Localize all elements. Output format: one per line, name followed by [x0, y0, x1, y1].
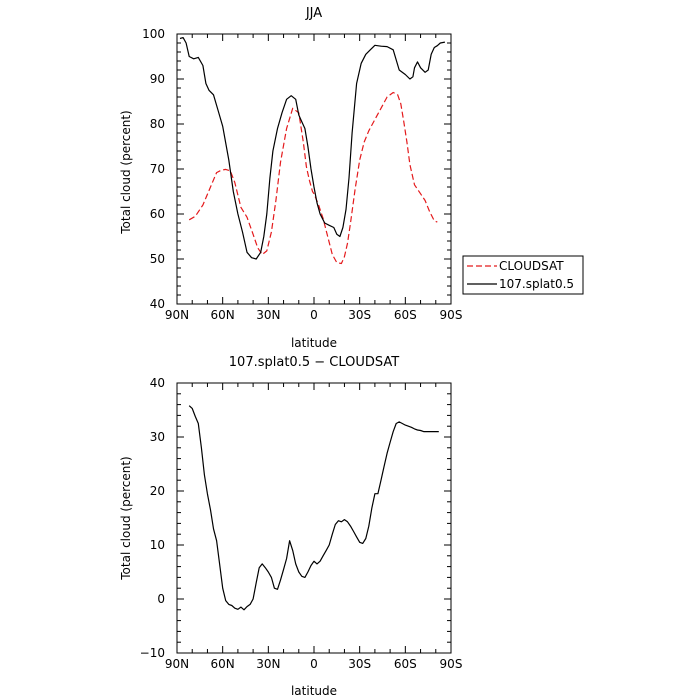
y-tick-label-bottom: 10 — [150, 538, 165, 552]
y-tick-label-top: 60 — [150, 207, 165, 221]
y-tick-label-top: 100 — [142, 27, 165, 41]
y-tick-label-top: 70 — [150, 162, 165, 176]
series-line-bottom-0 — [188, 405, 439, 611]
y-tick-label-top: 80 — [150, 117, 165, 131]
x-tick-label-top: 90S — [440, 308, 463, 322]
legend-box — [462, 255, 584, 295]
x-tick-label-top: 60N — [211, 308, 235, 322]
panel-bottom-xlabel: latitude — [291, 684, 337, 698]
x-tick-label-bottom: 90N — [165, 657, 189, 671]
y-tick-label-bottom: −10 — [140, 646, 165, 660]
x-tick-label-top: 0 — [310, 308, 318, 322]
panel-bottom-axes: 90N 60N 30N 0 30S 60S 90S −10 0 10 20 30 40 — [140, 376, 463, 671]
panel-bottom-ylabel: Total cloud (percent) — [119, 456, 133, 580]
panel-bottom-series — [188, 405, 439, 611]
series-line-top-1 — [179, 36, 446, 260]
x-tick-label-bottom: 90S — [440, 657, 463, 671]
x-tick-label-bottom: 30N — [256, 657, 280, 671]
y-tick-label-top: 90 — [150, 72, 165, 86]
panel-top-title: JJA — [305, 6, 322, 21]
x-tick-label-bottom: 30S — [348, 657, 371, 671]
panel-top-xlabel: latitude — [291, 336, 337, 350]
panel-bottom-frame — [176, 382, 452, 654]
panel-top-frame — [176, 33, 452, 305]
panel-top-axes: 90N 60N 30N 0 30S 60S 90S 40 50 60 70 80 90 100 — [142, 27, 462, 322]
y-tick-label-bottom: 20 — [150, 484, 165, 498]
x-tick-label-bottom: 60S — [394, 657, 417, 671]
legend: CLOUDSAT 107.splat0.5 — [462, 255, 584, 295]
y-tick-label-bottom: 30 — [150, 430, 165, 444]
x-tick-label-top: 60S — [394, 308, 417, 322]
y-tick-label-top: 50 — [150, 252, 165, 266]
x-tick-label-top: 30S — [348, 308, 371, 322]
panel-top: JJA 90N 60N 30N 0 30S 60S 90S 40 50 60 70 80 90 100 l… — [119, 6, 462, 350]
panel-bottom: 107.splat0.5 − CLOUDSAT 90N 60N 30N 0 30S 60S… — [119, 355, 462, 698]
y-tick-label-bottom: 40 — [150, 376, 165, 390]
series-line-top-0 — [188, 91, 438, 265]
legend-label-model: 107.splat0.5 — [499, 277, 574, 291]
x-tick-label-bottom: 0 — [310, 657, 318, 671]
panel-top-series — [179, 36, 446, 265]
y-tick-label-top: 40 — [150, 297, 165, 311]
panel-bottom-title: 107.splat0.5 − CLOUDSAT — [229, 355, 399, 370]
x-tick-label-top: 90N — [165, 308, 189, 322]
x-tick-label-top: 30N — [256, 308, 280, 322]
x-tick-label-bottom: 60N — [211, 657, 235, 671]
y-tick-label-bottom: 0 — [157, 592, 165, 606]
panel-top-ylabel: Total cloud (percent) — [119, 110, 133, 234]
legend-label-cloudsat: CLOUDSAT — [499, 259, 564, 273]
